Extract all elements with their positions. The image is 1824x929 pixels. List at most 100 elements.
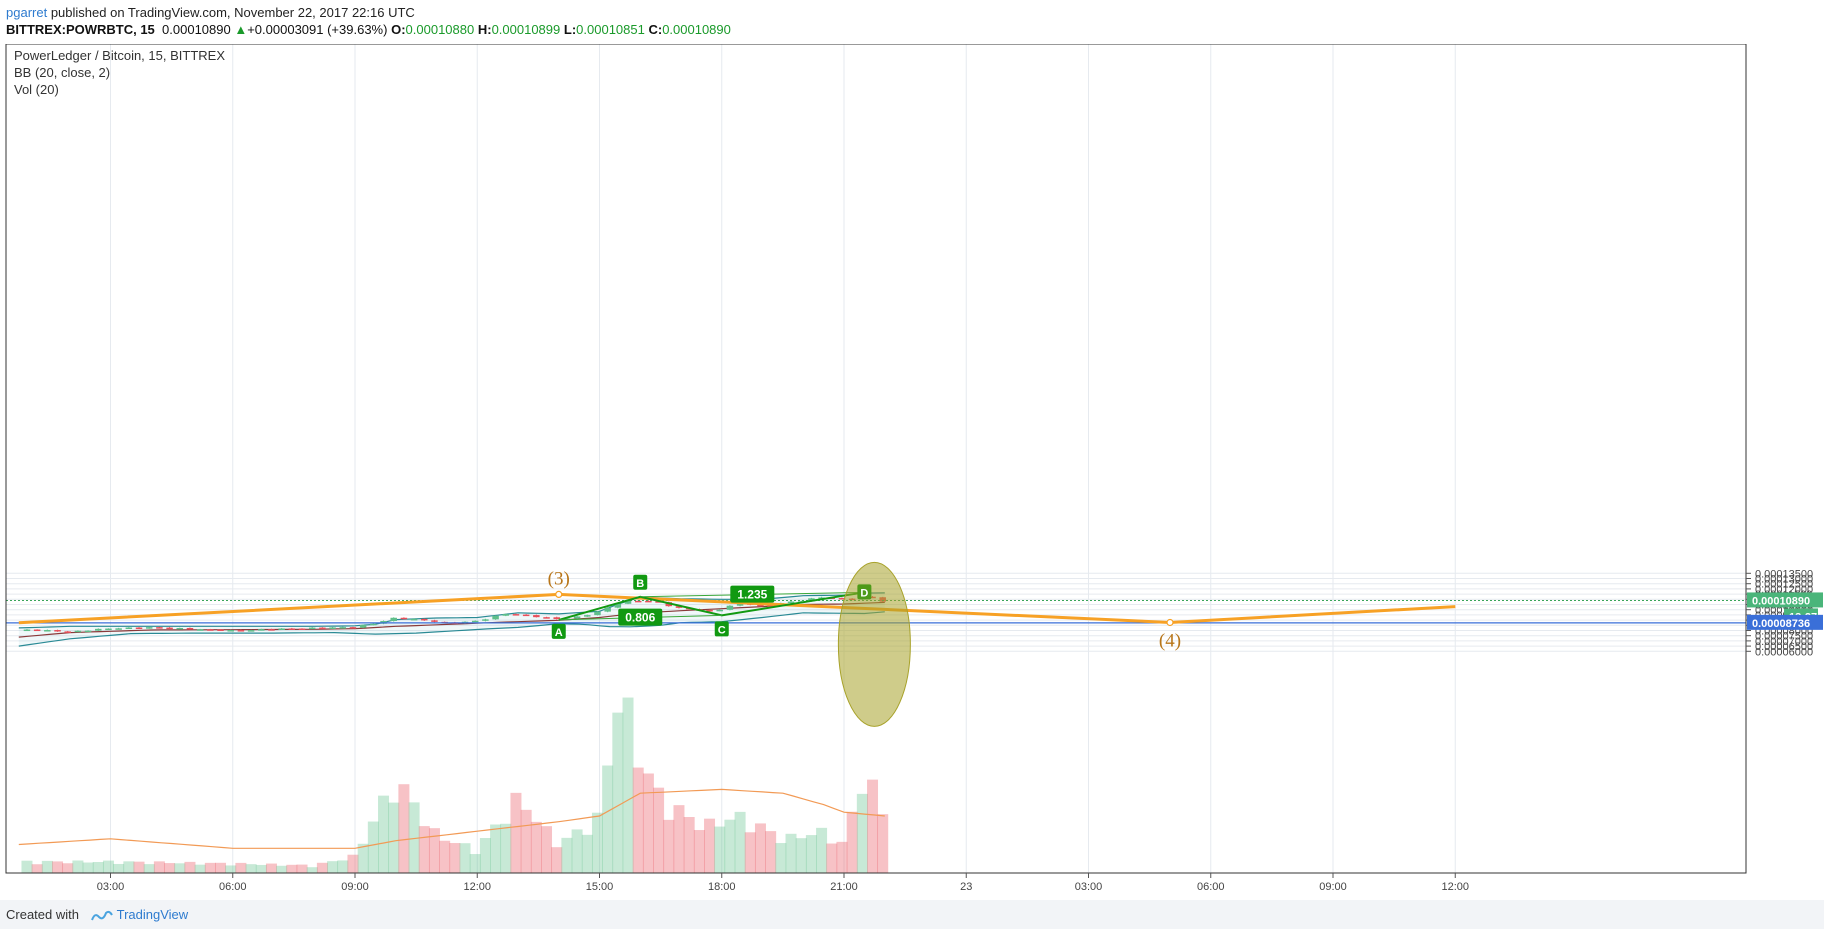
- candle-body: [64, 631, 71, 633]
- plot-frame: [5, 44, 1747, 874]
- volume-bar: [785, 833, 797, 873]
- candle-body: [706, 609, 713, 612]
- candle-body: [573, 616, 581, 619]
- candle: [156, 626, 163, 629]
- volume-bar: [337, 860, 349, 873]
- volume-ma-line: [18, 788, 885, 849]
- volume-bar: [622, 697, 634, 873]
- volume-bar: [92, 862, 104, 873]
- volume-bars: [18, 697, 889, 873]
- candle-body: [502, 614, 510, 616]
- candle: [166, 627, 173, 630]
- wave-label: (4): [1159, 630, 1181, 651]
- volume-bar: [398, 784, 410, 873]
- volume-bar: [867, 779, 879, 873]
- author-link[interactable]: pgarret: [6, 5, 48, 20]
- candle-body: [736, 603, 744, 606]
- ratio-label: 0.806: [625, 611, 655, 625]
- volume-bar: [479, 838, 491, 873]
- candle-body: [145, 627, 153, 629]
- candle: [573, 615, 581, 619]
- candle: [176, 627, 184, 630]
- open-label: O:: [391, 22, 406, 37]
- volume-bar: [602, 765, 614, 873]
- candle-body: [207, 629, 214, 631]
- candle-body: [543, 617, 550, 619]
- candle-body: [247, 630, 255, 632]
- candle-body: [726, 605, 734, 610]
- candle-body: [95, 628, 102, 631]
- candle-body: [217, 629, 224, 631]
- candle-body: [492, 615, 499, 620]
- plot-background: [6, 44, 1746, 873]
- tradingview-link[interactable]: TradingView: [116, 907, 189, 922]
- volume-bar: [102, 860, 114, 873]
- volume-bar: [642, 773, 654, 873]
- candle-body: [390, 617, 397, 622]
- publish-info: published on TradingView.com, November 2…: [50, 5, 415, 20]
- candle: [726, 605, 734, 611]
- volume-bar: [184, 861, 196, 873]
- bollinger-lower-line: [18, 611, 885, 647]
- price-chart[interactable]: (3) (4) A B C D 0.806 1.235 0.000135000.0001300…: [0, 44, 1824, 900]
- support-price-badge-label: 0.00008736: [1752, 618, 1810, 630]
- volume-bar: [734, 811, 746, 873]
- candle-body: [634, 600, 642, 603]
- candle: [247, 629, 255, 632]
- tradingview-logo-icon: [90, 910, 113, 920]
- volume-bar: [490, 824, 502, 873]
- pattern-point-label: B: [636, 578, 644, 590]
- volume-bar: [591, 812, 603, 873]
- volume-bar: [225, 865, 237, 873]
- candle: [594, 611, 601, 616]
- created-with: Created with TradingView: [6, 907, 188, 923]
- candle-body: [33, 629, 41, 632]
- legend-bb: BB (20, close, 2): [14, 65, 110, 80]
- volume-bar: [357, 843, 369, 873]
- candle-body: [614, 603, 622, 608]
- volume-bar: [296, 864, 308, 873]
- volume-bar: [31, 864, 43, 873]
- candle-body: [808, 598, 815, 602]
- candle-body: [675, 606, 683, 608]
- candle: [288, 627, 296, 630]
- volume-bar: [255, 864, 267, 873]
- pattern-point-marker: [633, 574, 648, 590]
- candle-body: [787, 601, 795, 604]
- wave-label: (3): [548, 568, 570, 589]
- candle-body: [135, 627, 143, 630]
- candle-body: [288, 628, 296, 630]
- candle-body: [166, 627, 173, 630]
- ratio-box: [730, 585, 775, 603]
- volume-bar: [41, 860, 53, 873]
- volume-bar: [62, 863, 74, 873]
- price-tick-label: 0.00012500: [1755, 579, 1813, 591]
- time-tick-label: 15:00: [586, 881, 614, 893]
- volume-bar: [327, 861, 339, 873]
- volume-bar: [704, 818, 716, 873]
- volume-bar: [347, 854, 359, 873]
- candle: [716, 609, 723, 612]
- candle-body: [370, 623, 377, 626]
- pattern-line: [558, 591, 865, 621]
- candle-body: [533, 615, 540, 618]
- volume-bar: [510, 792, 522, 873]
- candle: [308, 627, 316, 630]
- candle: [584, 614, 591, 617]
- volume-bar: [235, 862, 247, 873]
- candle: [339, 626, 347, 629]
- candle: [706, 609, 713, 612]
- volume-bar: [541, 826, 553, 873]
- candle: [227, 629, 234, 632]
- quote-line: BITTREX:POWRBTC, 15 0.00010890 ▲+0.00003…: [6, 22, 731, 37]
- volume-bar: [378, 795, 390, 873]
- candle: [207, 628, 214, 631]
- volume-bar: [551, 847, 563, 873]
- low-value: 0.00010851: [576, 22, 645, 37]
- candle-body: [421, 618, 428, 621]
- time-tick-label: 23: [960, 881, 972, 893]
- volume-bar: [439, 840, 451, 873]
- candle-body: [471, 620, 479, 623]
- volume-bar: [826, 843, 838, 873]
- candle-body: [237, 630, 245, 632]
